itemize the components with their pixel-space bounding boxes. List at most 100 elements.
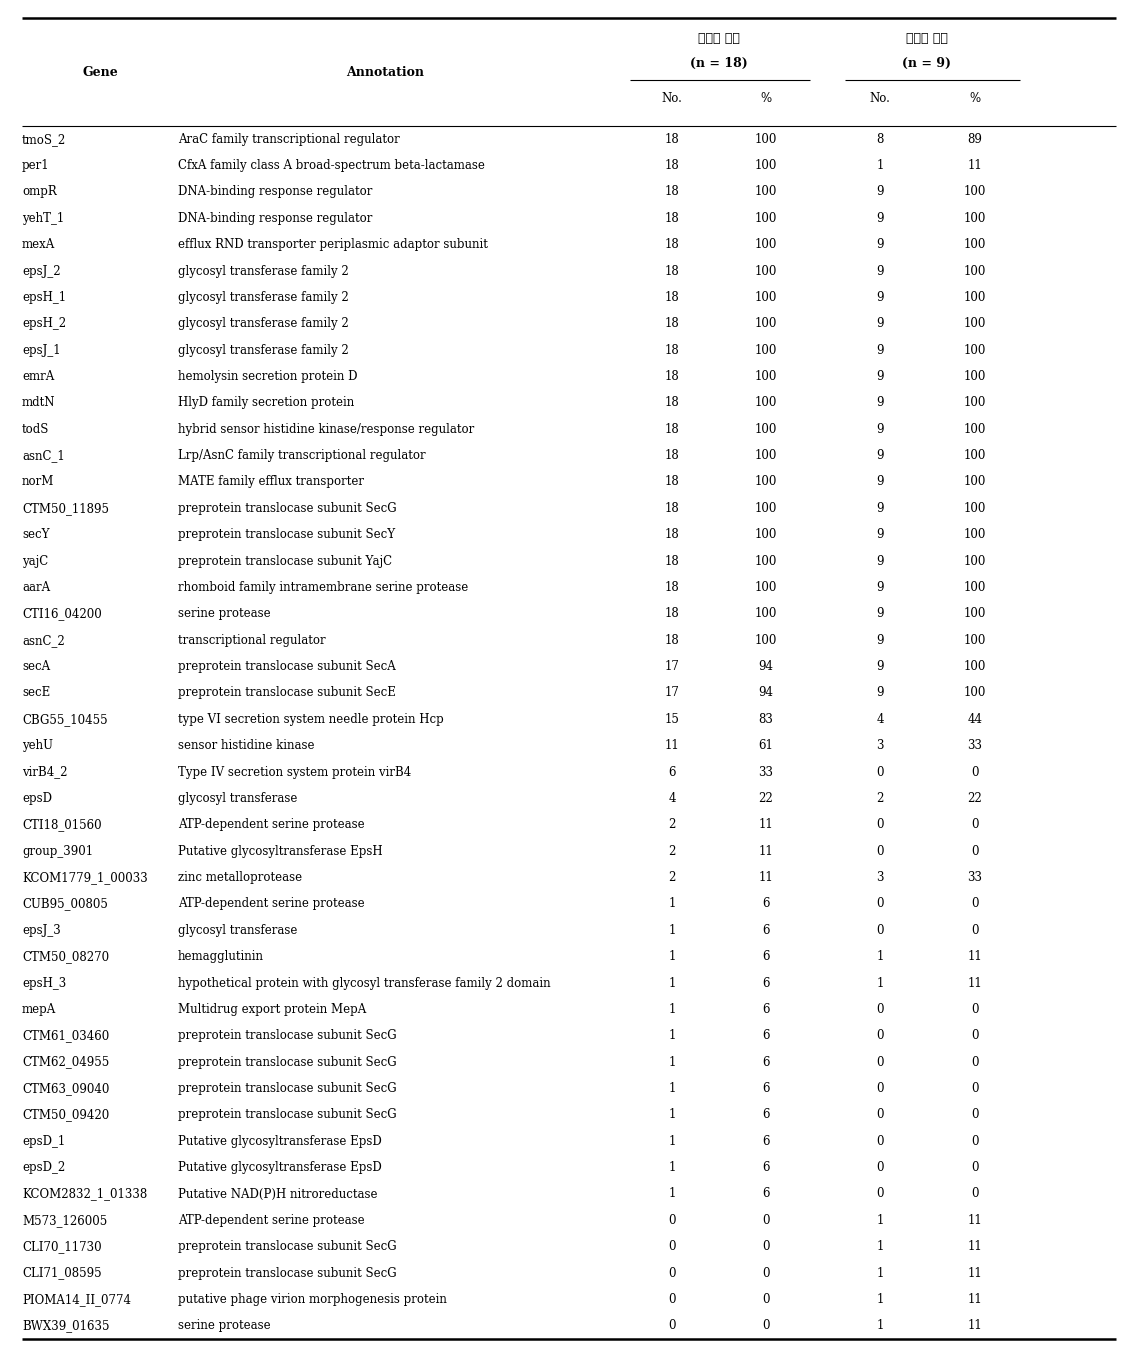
Text: epsD_2: epsD_2 [22,1161,65,1174]
Text: epsH_1: epsH_1 [22,290,66,304]
Text: 0: 0 [876,1082,884,1096]
Text: 1: 1 [876,950,884,963]
Text: 18: 18 [665,423,679,436]
Text: 0: 0 [876,924,884,936]
Text: ompR: ompR [22,185,57,199]
Text: 6: 6 [762,1082,769,1096]
Text: 9: 9 [876,396,884,409]
Text: 11: 11 [967,950,982,963]
Text: 1: 1 [668,1082,676,1096]
Text: 100: 100 [964,212,987,224]
Text: 11: 11 [967,1320,982,1332]
Text: epsJ_2: epsJ_2 [22,265,60,277]
Text: hemolysin secretion protein D: hemolysin secretion protein D [178,370,357,384]
Text: 18: 18 [665,370,679,384]
Text: M573_126005: M573_126005 [22,1213,107,1227]
Text: epsJ_3: epsJ_3 [22,924,60,936]
Text: glycosyl transferase family 2: glycosyl transferase family 2 [178,317,348,330]
Text: 서양인 유래: 서양인 유래 [906,31,948,45]
Text: 9: 9 [876,185,884,199]
Text: preprotein translocase subunit SecG: preprotein translocase subunit SecG [178,1240,397,1254]
Text: 18: 18 [665,501,679,515]
Text: 100: 100 [754,501,777,515]
Text: preprotein translocase subunit SecE: preprotein translocase subunit SecE [178,686,396,700]
Text: 18: 18 [665,238,679,251]
Text: 3: 3 [876,871,884,884]
Text: 83: 83 [759,713,774,725]
Text: PIOMA14_II_0774: PIOMA14_II_0774 [22,1293,131,1306]
Text: serine protease: serine protease [178,608,271,620]
Text: 1: 1 [876,1293,884,1306]
Text: 0: 0 [762,1240,769,1254]
Text: 18: 18 [665,634,679,647]
Text: 100: 100 [754,396,777,409]
Text: 22: 22 [967,792,982,805]
Text: epsD_1: epsD_1 [22,1135,65,1148]
Text: 33: 33 [967,739,982,753]
Text: 18: 18 [665,343,679,357]
Text: 100: 100 [964,608,987,620]
Text: 18: 18 [665,132,679,146]
Text: 18: 18 [665,476,679,489]
Text: 100: 100 [754,449,777,462]
Text: 61: 61 [759,739,774,753]
Text: glycosyl transferase: glycosyl transferase [178,792,297,805]
Text: per1: per1 [22,159,50,172]
Text: hemagglutinin: hemagglutinin [178,950,264,963]
Text: 0: 0 [971,1161,979,1174]
Text: 0: 0 [876,897,884,911]
Text: Putative glycosyltransferase EpsH: Putative glycosyltransferase EpsH [178,844,382,858]
Text: 9: 9 [876,449,884,462]
Text: 11: 11 [967,1240,982,1254]
Text: 0: 0 [971,1135,979,1148]
Text: 9: 9 [876,290,884,304]
Text: 1: 1 [668,924,676,936]
Text: 18: 18 [665,290,679,304]
Text: 11: 11 [759,819,774,831]
Text: 6: 6 [762,1135,769,1148]
Text: Putative glycosyltransferase EpsD: Putative glycosyltransferase EpsD [178,1135,381,1148]
Text: 9: 9 [876,555,884,567]
Text: 9: 9 [876,423,884,436]
Text: asnC_2: asnC_2 [22,634,65,647]
Text: 9: 9 [876,661,884,673]
Text: epsJ_1: epsJ_1 [22,343,60,357]
Text: 18: 18 [665,396,679,409]
Text: 18: 18 [665,317,679,330]
Text: 9: 9 [876,608,884,620]
Text: CUB95_00805: CUB95_00805 [22,897,108,911]
Text: secY: secY [22,528,49,542]
Text: 9: 9 [876,501,884,515]
Text: 0: 0 [668,1320,676,1332]
Text: 6: 6 [668,766,676,778]
Text: 1: 1 [668,1055,676,1069]
Text: 18: 18 [665,185,679,199]
Text: 0: 0 [876,1188,884,1201]
Text: %: % [760,92,772,104]
Text: 100: 100 [754,634,777,647]
Text: 0: 0 [876,1135,884,1148]
Text: 1: 1 [876,159,884,172]
Text: 18: 18 [665,581,679,594]
Text: Multidrug export protein MepA: Multidrug export protein MepA [178,1002,366,1016]
Text: 4: 4 [668,792,676,805]
Text: 11: 11 [759,871,774,884]
Text: serine protease: serine protease [178,1320,271,1332]
Text: secA: secA [22,661,50,673]
Text: 18: 18 [665,528,679,542]
Text: 0: 0 [971,897,979,911]
Text: glycosyl transferase family 2: glycosyl transferase family 2 [178,290,348,304]
Text: 11: 11 [967,1213,982,1227]
Text: 0: 0 [971,1002,979,1016]
Text: 100: 100 [964,555,987,567]
Text: 4: 4 [876,713,884,725]
Text: 6: 6 [762,1029,769,1042]
Text: 9: 9 [876,317,884,330]
Text: 1: 1 [668,1108,676,1121]
Text: 9: 9 [876,634,884,647]
Text: ATP-dependent serine protease: ATP-dependent serine protease [178,897,364,911]
Text: AraC family transcriptional regulator: AraC family transcriptional regulator [178,132,399,146]
Text: %: % [970,92,981,104]
Text: KCOM2832_1_01338: KCOM2832_1_01338 [22,1188,147,1201]
Text: 2: 2 [668,844,676,858]
